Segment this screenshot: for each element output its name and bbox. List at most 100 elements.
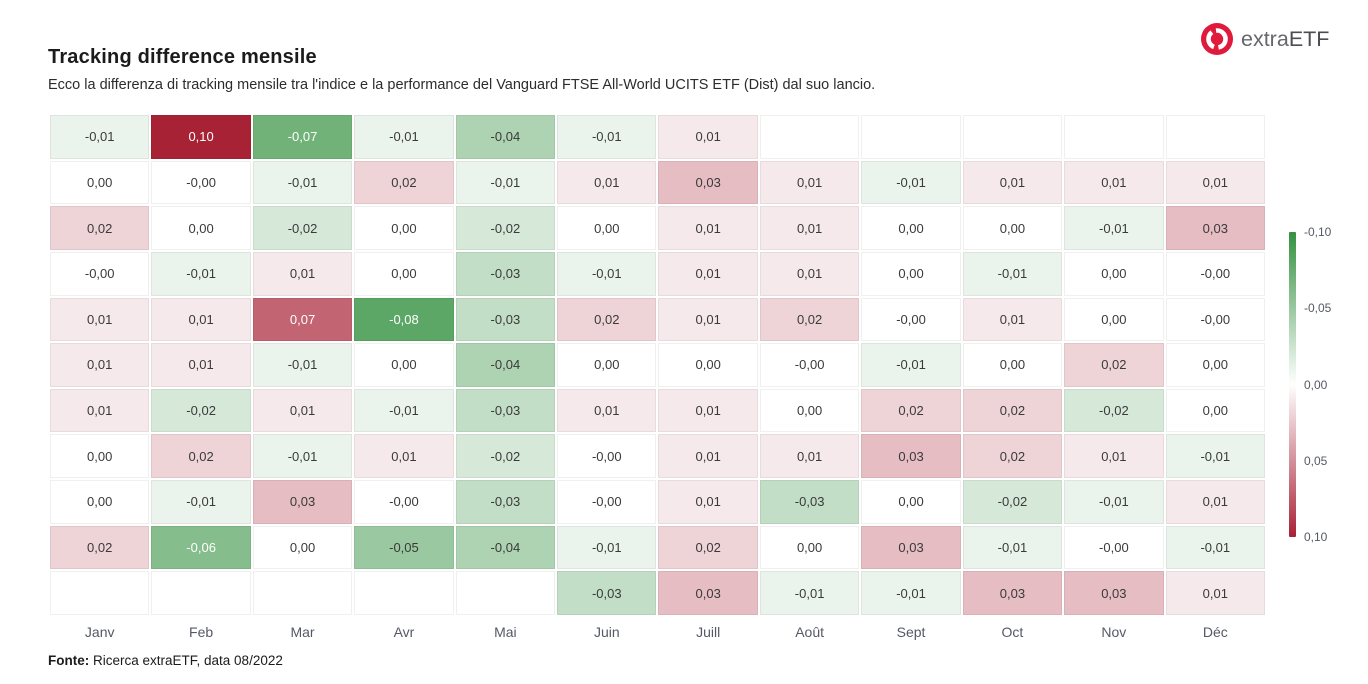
heatmap-cell[interactable]: -0,00: [1064, 525, 1164, 570]
heatmap-cell[interactable]: 0,03: [861, 434, 961, 479]
heatmap-cell[interactable]: 0,01: [658, 388, 758, 433]
heatmap-cell[interactable]: -0,03: [455, 388, 556, 433]
heatmap-cell[interactable]: 0,01: [658, 206, 758, 250]
heatmap-cell[interactable]: -0,00: [557, 434, 657, 479]
heatmap-cell[interactable]: -0,03: [759, 480, 860, 524]
heatmap-cell[interactable]: 0,02: [50, 206, 150, 250]
heatmap-cell[interactable]: 0,00: [557, 206, 657, 250]
heatmap-cell[interactable]: 0,01: [759, 251, 860, 296]
heatmap-cell[interactable]: 0,00: [50, 434, 150, 479]
heatmap-cell[interactable]: 0,03: [962, 571, 1063, 615]
heatmap-cell[interactable]: 0,02: [759, 297, 860, 342]
heatmap-cell[interactable]: 0,02: [861, 388, 961, 433]
heatmap-cell[interactable]: 0,10: [151, 115, 251, 159]
heatmap-cell[interactable]: -0,01: [455, 160, 556, 205]
heatmap-cell[interactable]: 0,01: [1165, 160, 1265, 205]
heatmap-cell[interactable]: -0,00: [759, 343, 860, 387]
heatmap-cell[interactable]: 0,01: [962, 160, 1063, 205]
heatmap-cell[interactable]: -0,00: [557, 480, 657, 524]
heatmap-cell[interactable]: -0,02: [455, 434, 556, 479]
heatmap-cell[interactable]: 0,02: [962, 388, 1063, 433]
heatmap-cell[interactable]: 0,00: [354, 343, 454, 387]
heatmap-cell[interactable]: -0,01: [252, 160, 353, 205]
heatmap-cell[interactable]: -0,07: [252, 115, 353, 159]
heatmap-cell[interactable]: 0,00: [252, 525, 353, 570]
heatmap-cell[interactable]: -0,01: [861, 343, 961, 387]
heatmap-cell[interactable]: 0,01: [658, 434, 758, 479]
heatmap-cell[interactable]: 0,01: [658, 115, 758, 159]
heatmap-cell[interactable]: 0,00: [1165, 388, 1265, 433]
heatmap-cell[interactable]: 0,01: [1064, 434, 1164, 479]
heatmap-cell[interactable]: 0,02: [50, 525, 150, 570]
heatmap-cell[interactable]: -0,00: [151, 160, 251, 205]
heatmap-cell[interactable]: -0,01: [252, 343, 353, 387]
heatmap-cell[interactable]: 0,01: [557, 160, 657, 205]
heatmap-cell[interactable]: -0,04: [455, 525, 556, 570]
heatmap-cell[interactable]: 0,00: [962, 206, 1063, 250]
heatmap-cell[interactable]: 0,00: [50, 160, 150, 205]
heatmap-cell[interactable]: 0,00: [354, 251, 454, 296]
heatmap-cell[interactable]: 0,01: [252, 388, 353, 433]
heatmap-cell[interactable]: 0,00: [759, 525, 860, 570]
heatmap-cell[interactable]: -0,04: [455, 115, 556, 159]
heatmap-cell[interactable]: -0,00: [50, 251, 150, 296]
heatmap-cell[interactable]: -0,00: [861, 297, 961, 342]
heatmap-cell[interactable]: -0,01: [557, 251, 657, 296]
heatmap-cell[interactable]: 0,02: [557, 297, 657, 342]
heatmap-cell[interactable]: -0,00: [1165, 297, 1265, 342]
heatmap-cell[interactable]: -0,01: [1064, 206, 1164, 250]
heatmap-cell[interactable]: -0,01: [252, 434, 353, 479]
heatmap-cell[interactable]: 0,00: [151, 206, 251, 250]
heatmap-cell[interactable]: -0,02: [1064, 388, 1164, 433]
heatmap-cell[interactable]: 0,07: [252, 297, 353, 342]
heatmap-cell[interactable]: 0,00: [50, 480, 150, 524]
heatmap-cell[interactable]: -0,01: [962, 251, 1063, 296]
heatmap-cell[interactable]: -0,04: [455, 343, 556, 387]
heatmap-cell[interactable]: -0,01: [1165, 434, 1265, 479]
heatmap-cell[interactable]: 0,01: [759, 206, 860, 250]
heatmap-cell[interactable]: 0,00: [557, 343, 657, 387]
heatmap-cell[interactable]: 0,02: [151, 434, 251, 479]
heatmap-cell[interactable]: -0,03: [455, 251, 556, 296]
heatmap-cell[interactable]: 0,01: [658, 297, 758, 342]
heatmap-cell[interactable]: -0,08: [354, 297, 454, 342]
heatmap-cell[interactable]: 0,01: [658, 480, 758, 524]
heatmap-cell[interactable]: 0,01: [658, 251, 758, 296]
heatmap-cell[interactable]: 0,02: [1064, 343, 1164, 387]
heatmap-cell[interactable]: -0,01: [151, 251, 251, 296]
heatmap-cell[interactable]: 0,01: [354, 434, 454, 479]
heatmap-cell[interactable]: 0,00: [759, 388, 860, 433]
heatmap-cell[interactable]: 0,02: [962, 434, 1063, 479]
heatmap-cell[interactable]: 0,00: [861, 251, 961, 296]
heatmap-cell[interactable]: -0,01: [1165, 525, 1265, 570]
heatmap-cell[interactable]: 0,00: [354, 206, 454, 250]
heatmap-cell[interactable]: 0,02: [658, 525, 758, 570]
heatmap-cell[interactable]: 0,01: [252, 251, 353, 296]
heatmap-cell[interactable]: 0,00: [658, 343, 758, 387]
heatmap-cell[interactable]: -0,01: [50, 115, 150, 159]
heatmap-cell[interactable]: -0,06: [151, 525, 251, 570]
heatmap-cell[interactable]: 0,01: [151, 343, 251, 387]
heatmap-cell[interactable]: 0,01: [50, 388, 150, 433]
heatmap-cell[interactable]: -0,01: [861, 571, 961, 615]
heatmap-cell[interactable]: 0,00: [962, 343, 1063, 387]
heatmap-cell[interactable]: -0,02: [455, 206, 556, 250]
heatmap-cell[interactable]: 0,01: [151, 297, 251, 342]
heatmap-cell[interactable]: 0,03: [658, 571, 758, 615]
heatmap-cell[interactable]: 0,01: [557, 388, 657, 433]
heatmap-cell[interactable]: 0,03: [658, 160, 758, 205]
heatmap-cell[interactable]: -0,01: [1064, 480, 1164, 524]
heatmap-cell[interactable]: -0,01: [557, 115, 657, 159]
heatmap-cell[interactable]: 0,01: [962, 297, 1063, 342]
heatmap-cell[interactable]: -0,03: [455, 297, 556, 342]
heatmap-cell[interactable]: 0,00: [861, 480, 961, 524]
heatmap-cell[interactable]: 0,00: [861, 206, 961, 250]
heatmap-cell[interactable]: 0,03: [861, 525, 961, 570]
heatmap-cell[interactable]: 0,00: [1064, 251, 1164, 296]
heatmap-cell[interactable]: -0,01: [354, 115, 454, 159]
heatmap-cell[interactable]: 0,03: [1165, 206, 1265, 250]
heatmap-cell[interactable]: -0,03: [557, 571, 657, 615]
heatmap-cell[interactable]: -0,01: [861, 160, 961, 205]
heatmap-cell[interactable]: 0,01: [1064, 160, 1164, 205]
heatmap-cell[interactable]: -0,01: [759, 571, 860, 615]
